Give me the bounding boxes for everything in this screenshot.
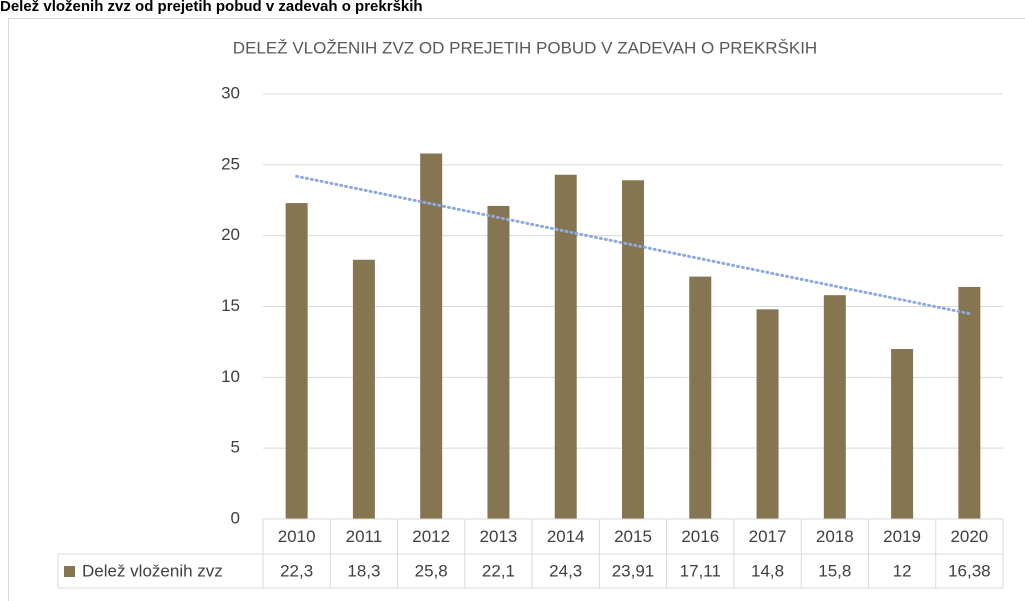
bar — [352, 259, 375, 519]
y-tick-label: 0 — [231, 508, 240, 527]
table-value: 17,11 — [680, 561, 721, 580]
x-tick-label: 2014 — [547, 527, 585, 546]
legend-label: Delež vloženih zvz — [82, 561, 223, 580]
y-tick-label: 30 — [221, 83, 240, 102]
x-tick-label: 2017 — [749, 527, 787, 546]
table-value: 15,8 — [818, 561, 851, 580]
table-value: 16,38 — [948, 561, 991, 580]
y-tick-label: 10 — [221, 367, 240, 386]
bar — [756, 309, 779, 519]
bar — [487, 205, 510, 519]
x-tick-label: 2016 — [681, 527, 719, 546]
x-tick-label: 2020 — [950, 527, 988, 546]
table-value: 14,8 — [751, 561, 784, 580]
bar — [689, 276, 712, 519]
y-tick-label: 15 — [221, 296, 240, 315]
bar — [823, 295, 846, 519]
bar — [891, 349, 914, 519]
table-value: 23,91 — [612, 561, 655, 580]
x-tick-label: 2012 — [412, 527, 450, 546]
table-value: 24,3 — [549, 561, 582, 580]
x-tick-label: 2013 — [480, 527, 518, 546]
bar — [622, 180, 644, 519]
bar — [285, 203, 308, 520]
x-tick-label: 2019 — [883, 527, 921, 546]
trendline — [295, 174, 971, 316]
bar — [554, 174, 577, 519]
x-tick-label: 2015 — [614, 527, 652, 546]
x-tick-label: 2011 — [346, 527, 383, 546]
table-value: 18,3 — [347, 561, 380, 580]
table-value: 22,1 — [482, 561, 515, 580]
y-tick-label: 25 — [221, 154, 240, 173]
table-value: 22,3 — [280, 561, 313, 580]
x-tick-label: 2018 — [816, 527, 854, 546]
y-tick-label: 20 — [221, 225, 240, 244]
table-value: 25,8 — [415, 561, 448, 580]
bar — [958, 286, 981, 519]
legend-swatch — [64, 566, 75, 577]
y-tick-label: 5 — [231, 438, 240, 457]
x-tick-label: 2010 — [278, 527, 316, 546]
bar — [420, 153, 443, 519]
chart-frame — [8, 18, 1025, 601]
chart-title: DELEŽ VLOŽENIH ZVZ OD PREJETIH POBUD V Z… — [233, 38, 817, 57]
table-value: 12 — [893, 561, 912, 580]
page-heading: Delež vloženih zvz od prejetih pobud v z… — [0, 0, 423, 15]
